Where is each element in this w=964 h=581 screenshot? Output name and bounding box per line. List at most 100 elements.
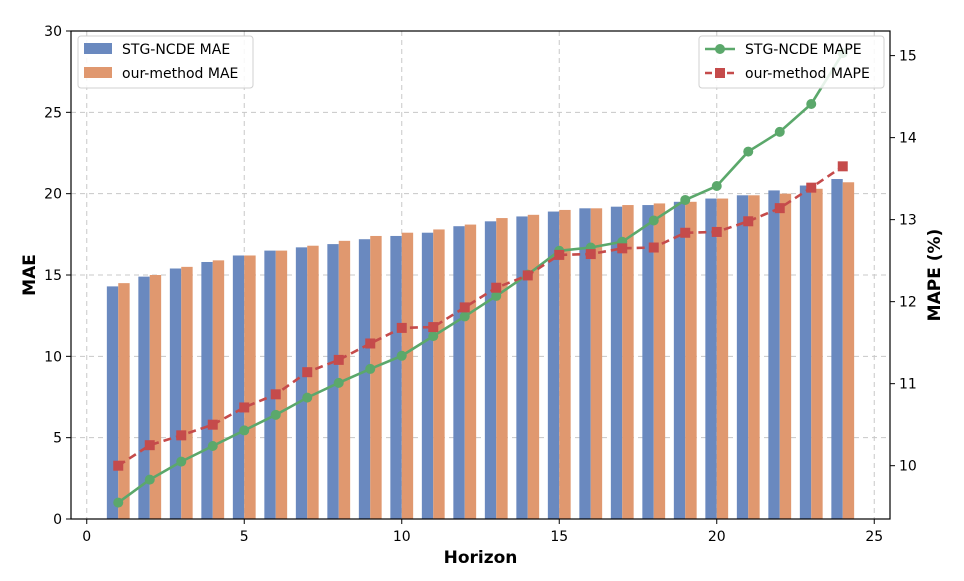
point-stg-ncde-mape [459, 311, 470, 322]
bar-our-method-mae [496, 218, 508, 520]
point-our-method-mape [585, 249, 596, 260]
y-right-tick-label: 12 [899, 295, 917, 311]
point-stg-ncde-mape [239, 425, 250, 436]
x-tick-label: 20 [708, 529, 726, 545]
point-our-method-mape [302, 367, 313, 378]
legend-label-stg-ncde-mape: STG-NCDE MAPE [745, 42, 862, 58]
bar-stg-ncde-mae [610, 206, 623, 519]
bar-our-method-mae [748, 195, 760, 519]
point-our-method-mape [333, 354, 344, 365]
y-right-tick-label: 14 [899, 131, 917, 147]
point-stg-ncde-mape [333, 377, 344, 388]
bar-our-method-mae [307, 245, 319, 519]
y-left-tick-label: 10 [44, 349, 62, 365]
bar-our-method-mae [118, 283, 130, 519]
legend-label-our-method-mae: our-method MAE [122, 66, 238, 82]
bar-stg-ncde-mae [232, 255, 245, 520]
bar-our-method-mae [181, 266, 193, 519]
legend-swatch-stg-ncde-mae [84, 43, 112, 54]
point-our-method-mape [711, 226, 722, 237]
bar-our-method-mae [212, 260, 225, 519]
bar-stg-ncde-mae [547, 211, 560, 519]
point-stg-ncde-mape [680, 194, 691, 205]
point-stg-ncde-mape [806, 98, 817, 109]
lines-layer [113, 48, 848, 508]
line-our-method-mape [117, 165, 844, 467]
point-stg-ncde-mape [365, 363, 376, 374]
bar-our-method-mae [244, 255, 256, 520]
bar-stg-ncde-mae [642, 205, 654, 519]
bar-stg-ncde-mae [705, 198, 717, 519]
bar-our-method-mae [716, 198, 729, 519]
line-stg-ncde-mape [117, 52, 844, 504]
point-our-method-mape [144, 440, 155, 451]
bar-stg-ncde-mae [295, 247, 308, 519]
bar-our-method-mae [622, 205, 634, 519]
legend-marker-our-method-mape [715, 68, 725, 78]
point-our-method-mape [648, 242, 659, 253]
bar-our-method-mae [811, 188, 823, 519]
bar-stg-ncde-mae [831, 179, 843, 519]
legend-marker-stg-ncde-mape [715, 44, 725, 54]
point-stg-ncde-mape [270, 409, 281, 420]
legend-label-stg-ncde-mae: STG-NCDE MAE [122, 42, 230, 58]
bar-our-method-mae [779, 193, 792, 519]
y-left-tick-label: 20 [44, 187, 62, 203]
bar-stg-ncde-mae [169, 268, 182, 519]
point-our-method-mape [176, 430, 187, 441]
grid-layer [71, 30, 890, 520]
legend-swatch-our-method-mae [84, 67, 112, 78]
bar-stg-ncde-mae [579, 208, 591, 519]
point-our-method-mape [396, 322, 407, 333]
point-stg-ncde-mape [774, 126, 785, 137]
legend-left: STG-NCDE MAE our-method MAE [77, 35, 254, 89]
y-right-tick-label: 15 [899, 49, 917, 65]
bar-stg-ncde-mae [516, 216, 528, 519]
point-our-method-mape [743, 216, 754, 227]
point-stg-ncde-mape [144, 474, 155, 485]
point-our-method-mape [270, 389, 281, 400]
point-our-method-mape [459, 302, 470, 313]
point-stg-ncde-mape [176, 456, 187, 467]
bar-stg-ncde-mae [138, 276, 150, 519]
y-left-tick-label: 30 [44, 24, 62, 40]
bar-stg-ncde-mae [421, 232, 434, 519]
y-left-tick-label: 0 [53, 512, 62, 528]
y-right-tick-label: 11 [899, 377, 917, 393]
legend-right-box [698, 35, 885, 89]
point-our-method-mape [554, 249, 565, 260]
bar-our-method-mae [464, 224, 477, 519]
bar-our-method-mae [685, 201, 697, 520]
point-stg-ncde-mape [207, 441, 218, 452]
bar-stg-ncde-mae [106, 286, 119, 519]
x-tick-label: 5 [240, 529, 249, 545]
point-our-method-mape [239, 402, 250, 413]
x-axis-title: Horizon [444, 548, 518, 568]
bar-stg-ncde-mae [264, 250, 276, 519]
bar-our-method-mae [370, 235, 382, 519]
point-our-method-mape [428, 322, 439, 333]
x-tick-label: 25 [865, 529, 883, 545]
point-our-method-mape [806, 182, 817, 193]
point-our-method-mape [207, 419, 218, 430]
bar-stg-ncde-mae [799, 185, 812, 520]
bar-stg-ncde-mae [201, 261, 213, 519]
ticks-layer: 0 5 10 15 20 25 0 5 10 15 20 25 30 10 11 12 13 14 15 [44, 24, 917, 545]
point-our-method-mape [774, 203, 785, 214]
bar-our-method-mae [275, 250, 288, 519]
point-stg-ncde-mape [113, 497, 124, 508]
bar-our-method-mae [527, 214, 540, 519]
point-stg-ncde-mape [396, 350, 407, 361]
y-right-tick-label: 10 [899, 459, 917, 475]
bar-stg-ncde-mae [390, 235, 402, 519]
legend-label-our-method-mape: our-method MAPE [745, 66, 870, 82]
bar-stg-ncde-mae [484, 221, 497, 519]
y-left-tick-label: 25 [44, 105, 62, 121]
bar-our-method-mae [559, 209, 571, 519]
point-stg-ncde-mape [648, 215, 659, 226]
point-stg-ncde-mape [743, 146, 754, 157]
bar-stg-ncde-mae [327, 244, 339, 520]
bar-our-method-mae [433, 229, 445, 519]
point-stg-ncde-mape [711, 181, 722, 192]
y-left-tick-label: 15 [44, 268, 62, 284]
